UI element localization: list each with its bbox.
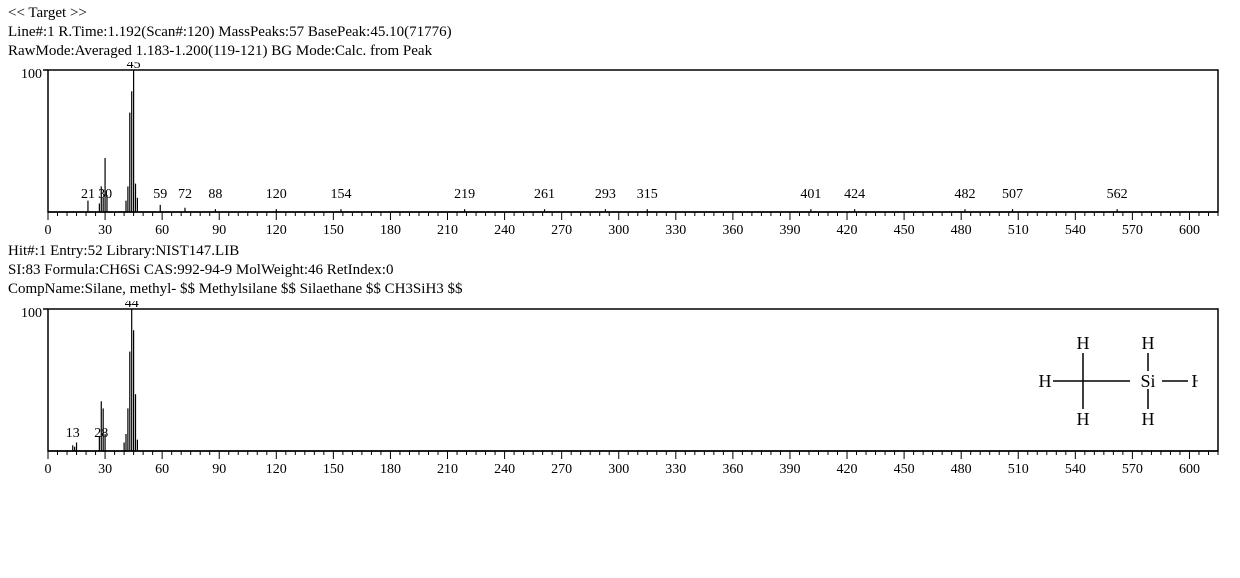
svg-text:180: 180	[380, 223, 401, 238]
svg-text:450: 450	[894, 462, 915, 477]
svg-text:100: 100	[21, 67, 42, 82]
library-spectrum: 100 13 28 44 0 30 60 90 120 150 180 210 240 270 300 330…	[8, 301, 1228, 481]
svg-text:360: 360	[722, 462, 743, 477]
svg-text:H: H	[1077, 333, 1090, 353]
target-spectrum: 1002130455972881201542192612933154014244…	[8, 62, 1228, 242]
svg-text:330: 330	[665, 223, 686, 238]
target-line1: Line#:1 R.Time:1.192(Scan#:120) MassPeak…	[8, 23, 1232, 42]
svg-text:120: 120	[266, 187, 287, 202]
svg-text:120: 120	[266, 462, 287, 477]
svg-text:60: 60	[155, 223, 169, 238]
svg-text:480: 480	[951, 223, 972, 238]
svg-text:H: H	[1039, 371, 1052, 391]
svg-text:H: H	[1142, 333, 1155, 353]
svg-text:390: 390	[779, 462, 800, 477]
svg-text:30: 30	[98, 223, 112, 238]
svg-text:330: 330	[665, 462, 686, 477]
svg-text:315: 315	[637, 187, 658, 202]
molecular-structure: H H H Si H H H	[1028, 321, 1198, 441]
svg-text:210: 210	[437, 223, 458, 238]
svg-text:21: 21	[81, 187, 95, 202]
svg-text:H: H	[1192, 371, 1199, 391]
svg-text:88: 88	[208, 187, 222, 202]
svg-text:240: 240	[494, 462, 515, 477]
svg-text:90: 90	[212, 462, 226, 477]
svg-text:510: 510	[1008, 223, 1029, 238]
svg-text:120: 120	[266, 223, 287, 238]
svg-text:540: 540	[1065, 462, 1086, 477]
svg-text:0: 0	[45, 223, 52, 238]
hit-line1: Hit#:1 Entry:52 Library:NIST147.LIB	[8, 242, 1232, 261]
svg-text:59: 59	[153, 187, 167, 202]
svg-text:219: 219	[454, 187, 475, 202]
target-line2: RawMode:Averaged 1.183-1.200(119-121) BG…	[8, 42, 1232, 61]
svg-text:360: 360	[722, 223, 743, 238]
svg-text:293: 293	[595, 187, 616, 202]
svg-text:H: H	[1142, 409, 1155, 429]
svg-text:H: H	[1077, 409, 1090, 429]
svg-text:45: 45	[127, 62, 141, 72]
svg-text:30: 30	[98, 462, 112, 477]
svg-text:270: 270	[551, 223, 572, 238]
svg-text:570: 570	[1122, 223, 1143, 238]
svg-text:570: 570	[1122, 462, 1143, 477]
svg-text:480: 480	[951, 462, 972, 477]
svg-text:154: 154	[330, 187, 351, 202]
svg-text:72: 72	[178, 187, 192, 202]
svg-text:90: 90	[212, 223, 226, 238]
svg-text:420: 420	[837, 462, 858, 477]
svg-text:450: 450	[894, 223, 915, 238]
svg-text:30: 30	[98, 187, 112, 202]
svg-text:150: 150	[323, 223, 344, 238]
svg-text:300: 300	[608, 462, 629, 477]
svg-text:562: 562	[1107, 187, 1128, 202]
svg-text:Si: Si	[1140, 371, 1155, 391]
svg-text:424: 424	[844, 187, 865, 202]
svg-text:240: 240	[494, 223, 515, 238]
svg-text:13: 13	[66, 426, 80, 441]
svg-text:210: 210	[437, 462, 458, 477]
svg-text:390: 390	[779, 223, 800, 238]
svg-text:510: 510	[1008, 462, 1029, 477]
svg-text:0: 0	[45, 462, 52, 477]
svg-text:420: 420	[837, 223, 858, 238]
svg-text:100: 100	[21, 306, 42, 321]
svg-text:44: 44	[125, 301, 139, 311]
svg-text:300: 300	[608, 223, 629, 238]
hit-line2: SI:83 Formula:CH6Si CAS:992-94-9 MolWeig…	[8, 261, 1232, 280]
svg-text:180: 180	[380, 462, 401, 477]
svg-text:261: 261	[534, 187, 555, 202]
svg-text:507: 507	[1002, 187, 1023, 202]
svg-text:600: 600	[1179, 223, 1200, 238]
target-tag: << Target >>	[8, 4, 1232, 23]
svg-text:270: 270	[551, 462, 572, 477]
svg-text:540: 540	[1065, 223, 1086, 238]
svg-text:28: 28	[94, 426, 108, 441]
svg-text:482: 482	[954, 187, 975, 202]
svg-text:600: 600	[1179, 462, 1200, 477]
svg-text:401: 401	[800, 187, 821, 202]
svg-text:60: 60	[155, 462, 169, 477]
svg-text:150: 150	[323, 462, 344, 477]
hit-line3: CompName:Silane, methyl- $$ Methylsilane…	[8, 280, 1232, 299]
